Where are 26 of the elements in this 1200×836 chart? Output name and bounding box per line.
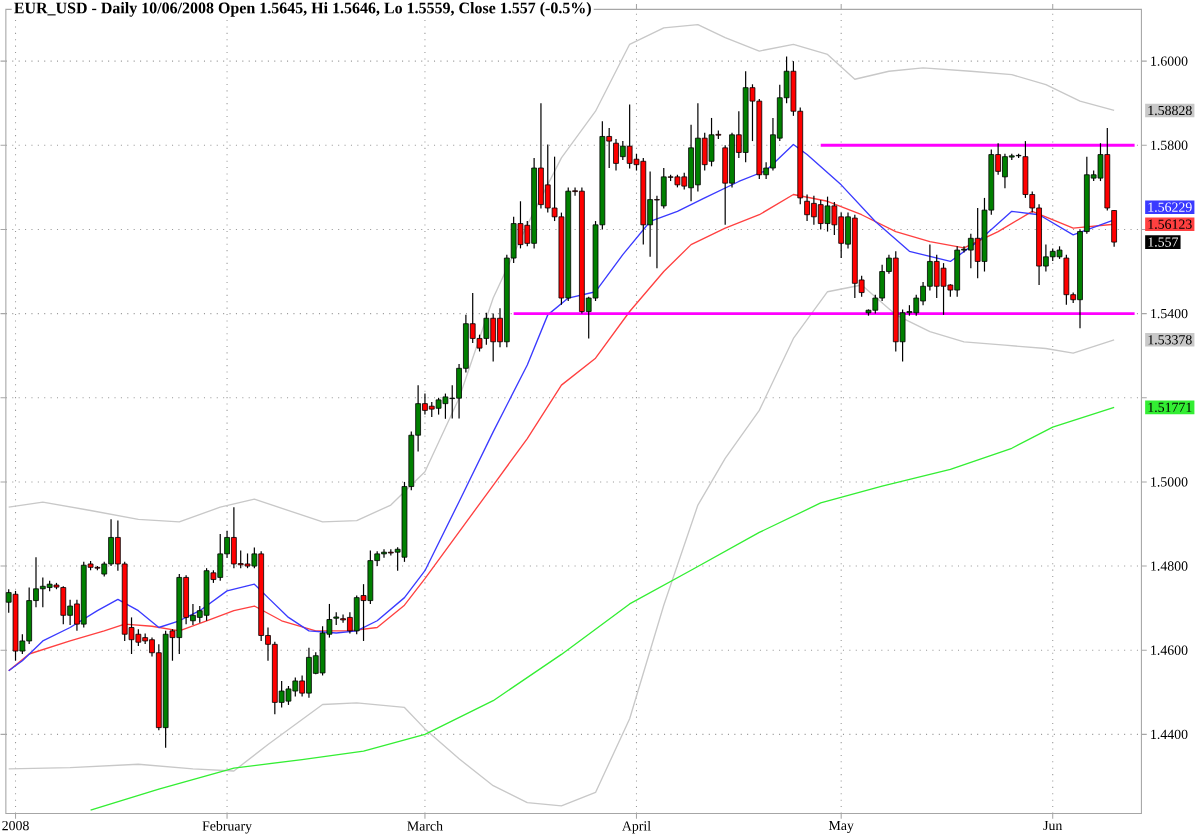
candlestick [60,586,67,626]
candlestick [306,647,312,699]
candlestick [203,568,210,622]
candlestick [490,313,497,363]
candlestick [695,103,701,193]
candlestick [442,393,449,420]
candlestick [811,195,817,226]
candlestick [967,233,974,270]
candlestick [1111,209,1117,248]
candlestick [824,196,831,233]
candlestick [285,685,292,706]
candlestick [217,533,224,582]
candlestick [619,140,626,162]
candlestick [483,312,490,346]
candlestick [1063,254,1070,306]
candlestick [292,677,299,698]
candlestick [940,262,947,316]
candlestick [708,117,715,168]
candlestick [626,104,633,170]
line-series [89,407,1115,812]
candlestick [817,199,824,231]
candlestick [974,207,981,280]
candlestick [231,506,237,570]
line-series [8,284,1115,808]
candlestick [831,201,838,236]
candlestick [954,246,961,298]
